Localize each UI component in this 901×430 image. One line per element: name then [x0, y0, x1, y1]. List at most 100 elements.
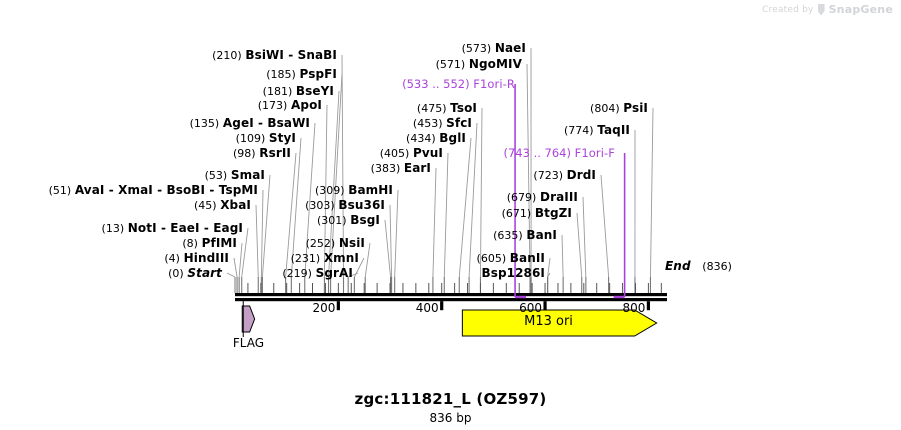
site-position: (405) [379, 147, 410, 160]
site-name: BglI [439, 131, 466, 145]
site-name: XmnI [323, 251, 359, 265]
site-label-xmni: (231) XmnI [291, 252, 359, 265]
site-position: (210) [212, 49, 242, 62]
site-label-psii: (804) PsiI [590, 102, 648, 115]
feature-shapes [241, 301, 658, 337]
site-label-sfci: (453) SfcI [413, 117, 472, 130]
site-position: (252) [305, 237, 336, 250]
ruler-tick-600: 600 [519, 301, 543, 315]
site-name: NaeI [494, 41, 526, 55]
site-position: (301) [317, 214, 347, 227]
site-name: Bsp1286I [481, 266, 545, 280]
site-label-pfimi: (8) PfIMI [182, 237, 237, 250]
site-position: (0) [168, 267, 184, 280]
site-label-bsgi: (301) BsgI [317, 214, 380, 227]
site-label-taqii: (774) TaqII [564, 124, 630, 137]
site-name: NotI - EaeI - EagI [127, 221, 243, 235]
site-position: (475) [416, 102, 447, 115]
site-name: ApoI [291, 98, 322, 112]
ruler-tick-400: 400 [415, 301, 439, 315]
site-label-smai: (53) SmaI [205, 169, 265, 182]
site-position: (53) [204, 169, 228, 182]
site-position: (723) [533, 169, 563, 182]
leader-lines [226, 47, 654, 278]
site-name: BanI [526, 228, 557, 242]
site-label-bsiwi: (210) BsiWI - SnaBI [212, 49, 337, 62]
site-position: (434) [406, 132, 436, 145]
site-position: (383) [370, 162, 401, 175]
site-name: StyI [268, 131, 296, 145]
site-position: (605) [476, 252, 507, 265]
site-position: (635) [493, 229, 523, 242]
site-name: F1ori-R [473, 77, 515, 91]
site-position: (8) [182, 237, 198, 250]
site-position: (109) [235, 132, 266, 145]
site-name: BsgI [350, 213, 380, 227]
end-label-pos: (836) [702, 260, 732, 273]
site-name: BseYI [295, 84, 334, 98]
site-position: (671) [501, 207, 532, 220]
site-label-agei: (135) AgeI - BsaWI [190, 117, 310, 130]
site-label-f1orif: (743 .. 764) F1ori-F [503, 147, 615, 159]
site-position: (533 .. 552) [402, 77, 470, 91]
site-name: HindIII [183, 251, 229, 265]
site-label-bseyi: (181) BseYI [263, 85, 334, 98]
feature-label-flag: FLAG [232, 336, 265, 350]
site-name: PspFI [299, 67, 337, 81]
site-name: Start [187, 266, 222, 280]
site-label-bgli: (434) BglI [406, 132, 466, 145]
site-position: (181) [262, 85, 293, 98]
snapgene-watermark: Created by SnapGene [762, 3, 893, 16]
site-name: SmaI [230, 168, 265, 182]
site-position: (185) [266, 68, 296, 81]
site-position: (173) [257, 99, 288, 112]
sequence-length: 836 bp [429, 411, 472, 425]
site-label-naei: (573) NaeI [462, 42, 526, 55]
site-label-styi: (109) StyI [236, 132, 296, 145]
site-position: (98) [233, 147, 256, 160]
site-position: (13) [101, 222, 125, 235]
title-block: zgc:111821_L (OZ597) 836 bp [0, 390, 901, 425]
site-position: (4) [164, 252, 180, 265]
site-name: AgeI - BsaWI [222, 116, 310, 130]
site-name: PfIMI [201, 236, 237, 250]
site-name: PsiI [623, 101, 648, 115]
site-label-nsii: (252) NsiI [306, 237, 365, 250]
ruler-tick-200: 200 [312, 301, 336, 315]
watermark-prefix: Created by [762, 4, 814, 15]
primer-bars [514, 84, 626, 299]
site-position: (51) [48, 184, 72, 197]
site-name: NgoMIV [468, 57, 522, 71]
site-label-apoi: (173) ApoI [258, 99, 322, 112]
site-tick-marks [234, 277, 652, 293]
site-position: (573) [461, 42, 492, 55]
site-label-hindiii: (4) HindIII [164, 252, 229, 265]
site-name: NsiI [338, 236, 365, 250]
site-label-pvui: (405) PvuI [380, 147, 443, 160]
site-label-f1orir: (533 .. 552) F1ori-R [402, 78, 515, 90]
end-label-text: End [665, 259, 691, 273]
site-label-sgrai: (219) SgrAI [282, 267, 353, 280]
site-label-start: (0) Start [168, 267, 222, 280]
site-label-tsoi: (475) TsoI [417, 102, 477, 115]
site-position: (231) [290, 252, 321, 265]
site-name: PvuI [412, 146, 443, 160]
site-name: BamHI [348, 183, 393, 197]
site-position: (309) [314, 184, 345, 197]
site-position: (45) [193, 199, 217, 212]
site-name: TaqII [597, 123, 630, 137]
site-label-rsrii: (98) RsrII [233, 147, 291, 160]
site-position: (774) [563, 124, 594, 137]
site-position: (743 .. 764) [503, 146, 571, 160]
ruler-tick-marks [247, 283, 662, 311]
site-label-pspfi: (185) PspFI [266, 68, 337, 81]
site-name: EarI [403, 161, 431, 175]
site-position: (303) [305, 199, 335, 212]
site-position: (571) [435, 58, 466, 71]
site-label-drdi: (723) DrdI [533, 169, 596, 182]
site-name: RsrII [259, 146, 291, 160]
site-name: TsoI [450, 101, 477, 115]
snapgene-logo-icon [817, 3, 825, 16]
